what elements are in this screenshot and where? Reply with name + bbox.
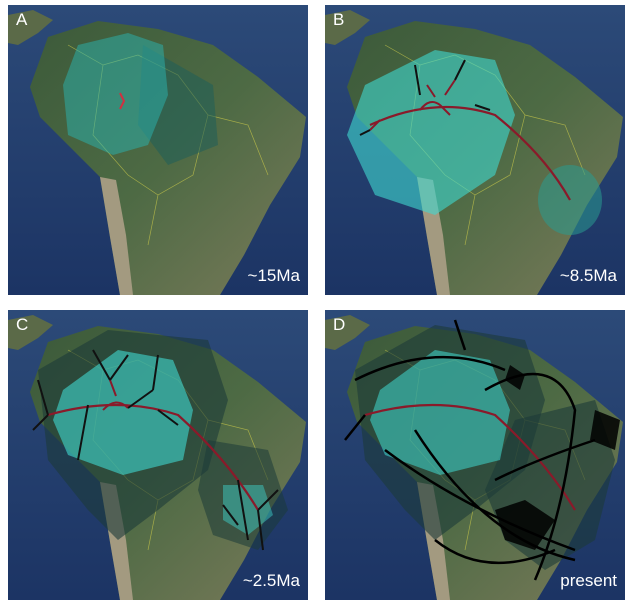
age-label: ~2.5Ma: [243, 571, 301, 590]
panel-letter: B: [333, 10, 344, 29]
figure: A ~15Ma B ~8.5Ma C ~2.5Ma D present: [0, 0, 627, 605]
age-label: ~15Ma: [248, 266, 301, 285]
panel-c: C ~2.5Ma: [8, 310, 308, 600]
panel-a: A ~15Ma: [8, 5, 308, 295]
panel-letter: C: [16, 315, 28, 334]
age-label: ~8.5Ma: [560, 266, 618, 285]
panel-letter: D: [333, 315, 345, 334]
panel-d: D present: [325, 310, 625, 600]
panel-b: B ~8.5Ma: [325, 5, 625, 295]
age-label: present: [560, 571, 617, 590]
panel-letter: A: [16, 10, 28, 29]
